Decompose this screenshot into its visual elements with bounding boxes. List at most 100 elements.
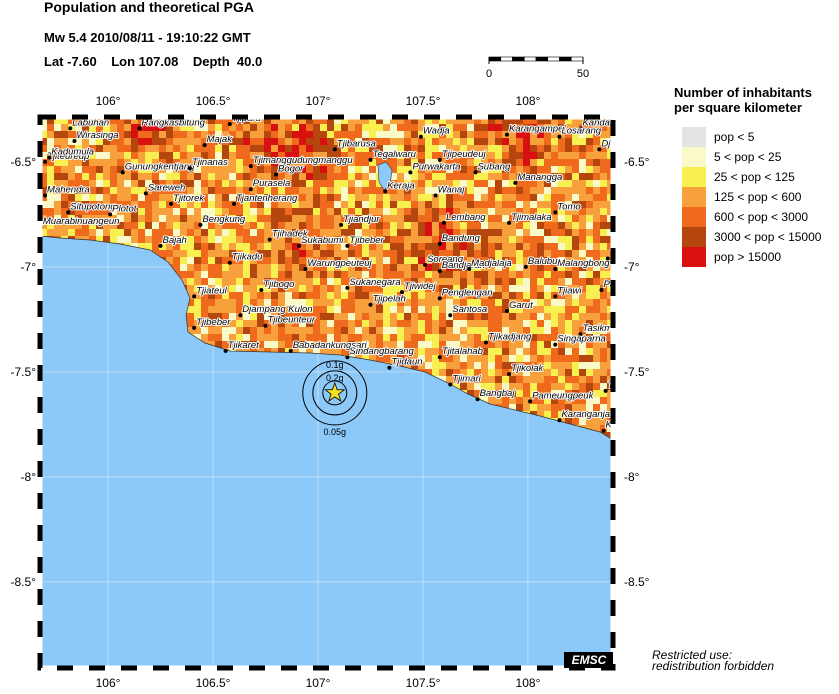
population-cell: [425, 117, 432, 124]
population-cell: [229, 229, 236, 236]
population-cell: [292, 152, 299, 159]
population-cell: [229, 145, 236, 152]
population-cell: [600, 145, 607, 152]
population-cell: [47, 117, 54, 124]
population-cell: [187, 320, 194, 327]
population-cell: [264, 159, 271, 166]
population-cell: [187, 131, 194, 138]
population-cell: [523, 397, 530, 404]
population-cell: [264, 124, 271, 131]
population-cell: [411, 187, 418, 194]
population-cell: [131, 145, 138, 152]
population-cell: [502, 117, 509, 124]
population-cell: [334, 187, 341, 194]
population-cell: [285, 313, 292, 320]
population-cell: [586, 138, 593, 145]
city-dot: [66, 210, 71, 215]
population-cell: [103, 229, 110, 236]
population-cell: [530, 264, 537, 271]
population-cell: [453, 285, 460, 292]
population-cell: [551, 159, 558, 166]
population-cell: [243, 236, 250, 243]
population-cell: [607, 334, 613, 341]
population-cell: [341, 187, 348, 194]
population-cell: [341, 341, 348, 348]
population-cell: [299, 250, 306, 257]
population-cell: [600, 348, 607, 355]
population-cell: [250, 320, 257, 327]
population-cell: [439, 243, 446, 250]
population-cell: [243, 166, 250, 173]
population-cell: [131, 173, 138, 180]
population-cell: [544, 243, 551, 250]
population-cell: [187, 222, 194, 229]
population-cell: [586, 124, 593, 131]
population-cell: [544, 383, 551, 390]
population-cell: [607, 376, 613, 383]
population-cell: [530, 117, 537, 124]
population-cell: [390, 264, 397, 271]
population-cell: [362, 250, 369, 257]
city-dot: [192, 294, 197, 299]
population-cell: [201, 327, 208, 334]
population-cell: [355, 306, 362, 313]
population-cell: [243, 215, 250, 222]
population-cell: [467, 138, 474, 145]
population-cell: [320, 278, 327, 285]
population-cell: [285, 341, 292, 348]
population-cell: [243, 271, 250, 278]
population-cell: [243, 292, 250, 299]
population-cell: [208, 327, 215, 334]
population-cell: [509, 397, 516, 404]
city-dot: [248, 187, 253, 192]
population-cell: [481, 327, 488, 334]
population-cell: [159, 117, 166, 124]
population-cell: [243, 257, 250, 264]
population-cell: [334, 173, 341, 180]
city-dot: [423, 262, 428, 267]
population-cell: [271, 173, 278, 180]
population-cell: [390, 236, 397, 243]
population-cell: [530, 271, 537, 278]
population-cell: [390, 208, 397, 215]
population-cell: [124, 222, 131, 229]
population-cell: [439, 313, 446, 320]
population-cell: [54, 131, 61, 138]
population-cell: [320, 236, 327, 243]
population-cell: [138, 208, 145, 215]
population-cell: [544, 124, 551, 131]
legend-label: 5 < pop < 25: [714, 150, 782, 164]
population-cell: [110, 236, 117, 243]
population-cell: [467, 215, 474, 222]
population-cell: [537, 362, 544, 369]
population-cell: [572, 215, 579, 222]
population-cell: [117, 215, 124, 222]
city-label: Tjantenherang: [236, 193, 298, 204]
population-cell: [47, 166, 54, 173]
population-cell: [467, 376, 474, 383]
population-cell: [110, 173, 117, 180]
population-cell: [558, 187, 565, 194]
population-cell: [460, 320, 467, 327]
population-cell: [586, 264, 593, 271]
population-cell: [593, 306, 600, 313]
y-tick-label: -7.5°: [624, 365, 650, 379]
population-cell: [467, 285, 474, 292]
population-cell: [474, 348, 481, 355]
population-cell: [257, 152, 264, 159]
population-cell: [523, 313, 530, 320]
population-cell: [215, 173, 222, 180]
population-cell: [124, 145, 131, 152]
population-cell: [530, 404, 537, 411]
population-cell: [600, 334, 607, 341]
population-cell: [593, 362, 600, 369]
population-cell: [376, 320, 383, 327]
population-cell: [516, 145, 523, 152]
population-cell: [425, 152, 432, 159]
population-cell: [607, 411, 613, 418]
population-cell: [229, 285, 236, 292]
city-dot: [601, 428, 606, 433]
population-cell: [397, 173, 404, 180]
population-cell: [362, 222, 369, 229]
population-cell: [453, 292, 460, 299]
